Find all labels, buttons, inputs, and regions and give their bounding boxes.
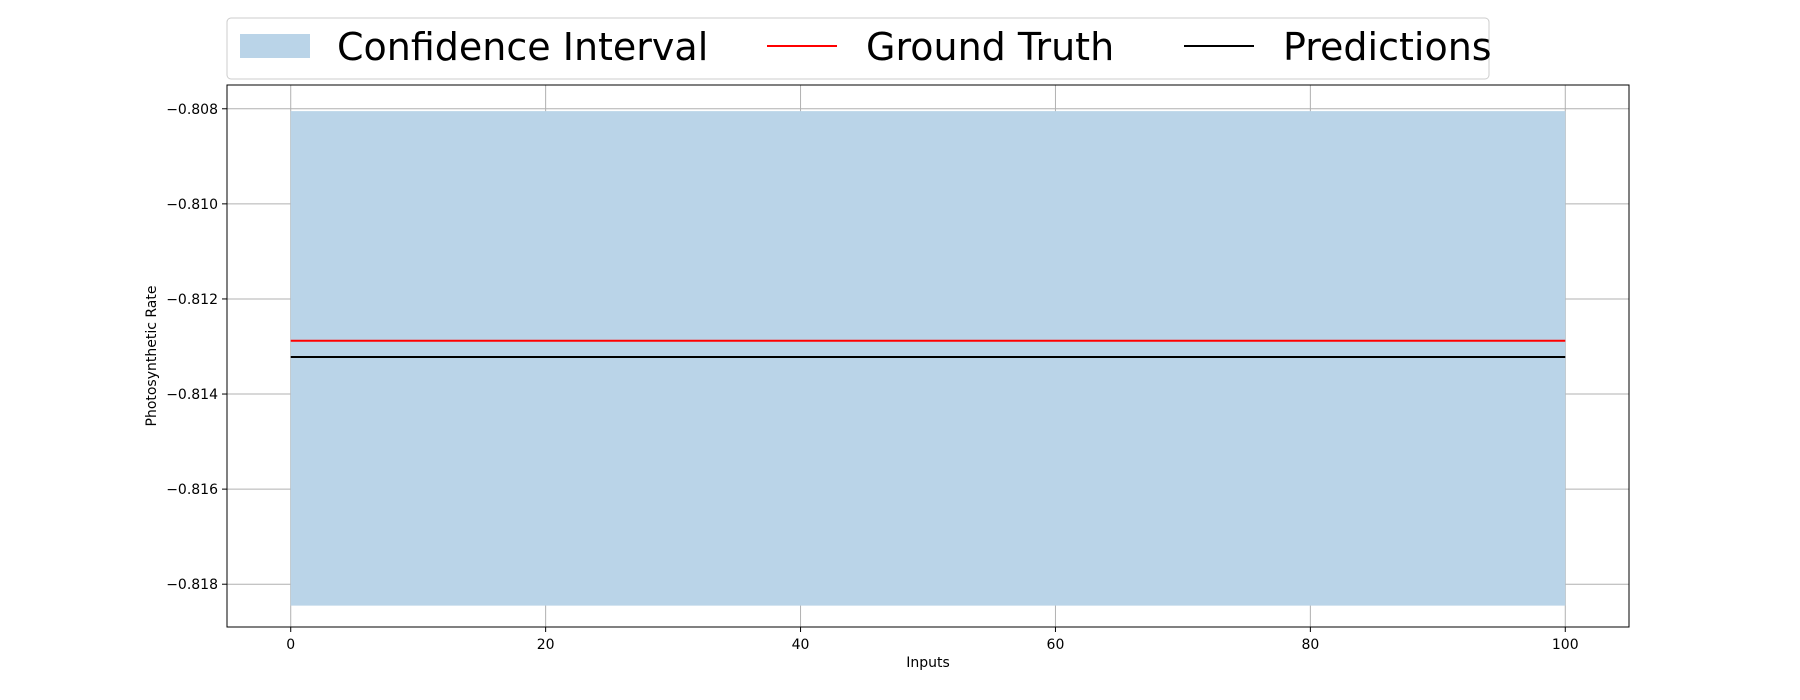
confidence-interval-band: [290, 111, 1566, 606]
x-tick-label: 40: [792, 637, 810, 653]
x-tick-label: 80: [1301, 637, 1319, 653]
legend-label-ground-truth: Ground Truth: [866, 25, 1114, 69]
legend-label-predictions: Predictions: [1283, 25, 1492, 69]
y-tick-label: −0.812: [166, 292, 218, 308]
y-tick-label: −0.816: [166, 482, 218, 498]
y-tick-label: −0.810: [166, 197, 218, 213]
confidence-band-layer: [290, 111, 1566, 606]
legend-swatch-confidence-interval: [240, 34, 310, 58]
y-tick-label: −0.808: [166, 102, 218, 118]
legend-label-confidence-interval: Confidence Interval: [337, 25, 708, 69]
x-tick-label: 100: [1552, 637, 1579, 653]
legend-box: [226, 17, 1490, 80]
x-tick-label: 0: [286, 637, 295, 653]
x-tick-label: 60: [1047, 637, 1065, 653]
y-tick-label: −0.814: [166, 387, 218, 403]
plot-area-frame: [226, 84, 1630, 628]
series-layer: [290, 339, 1566, 358]
x-tick-label: 20: [537, 637, 555, 653]
x-axis-ticks: 0 20 40 60 80 100: [286, 627, 1579, 653]
y-axis-ticks: −0.808 −0.810 −0.812 −0.814 −0.816 −0.818: [166, 102, 227, 593]
y-axis-label: Photosynthetic Rate: [144, 286, 160, 427]
legend: Confidence Interval Ground Truth Predict…: [226, 17, 1492, 80]
x-axis-label: Inputs: [906, 655, 950, 671]
y-tick-label: −0.818: [166, 577, 218, 593]
